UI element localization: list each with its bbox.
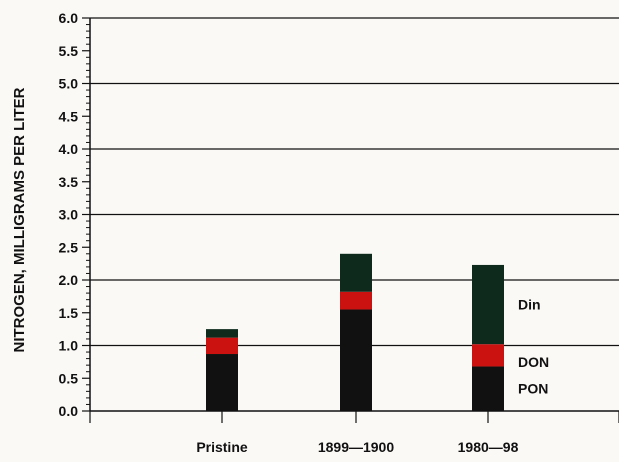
series-label: DON (518, 354, 549, 370)
bar-segment-don (472, 344, 504, 367)
y-tick-label: 3.0 (59, 207, 79, 223)
y-tick-label: 2.5 (59, 239, 79, 255)
bar-segment-din (340, 253, 372, 292)
x-axis-ticks (89, 411, 619, 423)
category-label: Pristine (196, 439, 248, 455)
y-tick-label: 4.0 (59, 141, 79, 157)
y-tick-label: 0.5 (59, 370, 79, 386)
y-tick-label: 0.0 (59, 403, 79, 419)
bar-segment-pon (340, 309, 372, 411)
y-tick-label: 4.5 (59, 108, 79, 124)
category-labels: Pristine 1899—1900 1980—98 (196, 439, 518, 455)
bar-segment-din (206, 329, 238, 338)
y-tick-label: 1.5 (59, 305, 79, 321)
y-tick-label: 3.5 (59, 174, 79, 190)
y-tick-label: 5.5 (59, 43, 79, 59)
y-axis-ticks: 0.0 0.5 1.0 1.5 2.0 2.5 3.0 3.5 4.0 4.5 5.0 5.5 6.0 (59, 10, 90, 419)
series-label: PON (518, 381, 548, 397)
bar-segment-pon (472, 366, 504, 411)
y-tick-label: 5.0 (59, 76, 79, 92)
category-label: 1899—1900 (318, 439, 395, 455)
gridlines (90, 17, 619, 347)
y-tick-label: 1.0 (59, 338, 79, 354)
category-label: 1980—98 (458, 439, 519, 455)
bars (206, 253, 504, 411)
y-tick-label: 6.0 (59, 10, 79, 26)
bar-segment-don (206, 337, 238, 355)
bar-segment-pon (206, 354, 238, 411)
y-tick-label: 2.0 (59, 272, 79, 288)
series-labels: PON DON Din (518, 297, 549, 397)
y-axis-title: NITROGEN, MILLIGRAMS PER LITER (11, 87, 28, 352)
series-label: Din (518, 297, 541, 313)
bar-segment-don (340, 291, 372, 310)
bar-segment-din (472, 264, 504, 345)
